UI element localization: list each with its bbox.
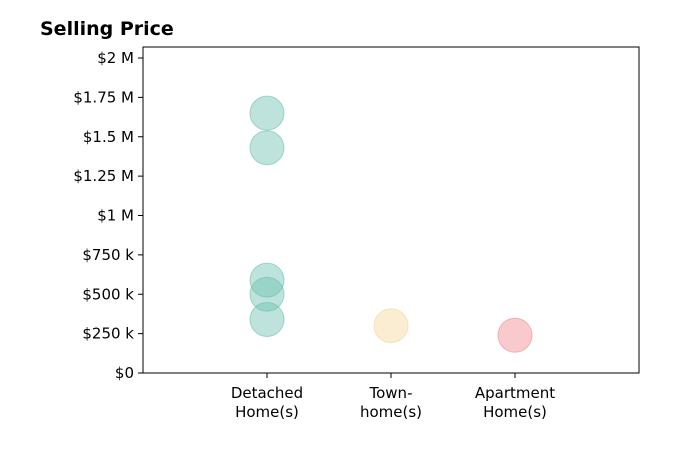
y-tick-label: $0 xyxy=(115,364,134,382)
point xyxy=(249,95,285,131)
y-tick-label: $1.75 M xyxy=(73,88,134,106)
point xyxy=(249,301,285,337)
y-tick-label: $500 k xyxy=(82,285,134,303)
point xyxy=(249,130,285,166)
x-tick-label: Town-home(s) xyxy=(360,384,422,421)
y-tick-label: $1.25 M xyxy=(73,167,134,185)
point xyxy=(497,317,533,353)
y-tick-label: $1.5 M xyxy=(83,128,134,146)
y-tick-label: $250 k xyxy=(82,325,134,343)
chart-title: Selling Price xyxy=(40,18,174,40)
point xyxy=(249,276,285,312)
y-tick-label: $1 M xyxy=(97,207,134,225)
y-tick-label: $750 k xyxy=(82,246,134,264)
y-tick-label: $2 M xyxy=(97,49,134,67)
x-tick-label: Apartment Home(s) xyxy=(475,384,555,421)
x-tick-label: Detached Home(s) xyxy=(231,384,303,421)
point xyxy=(373,308,409,344)
point xyxy=(249,262,285,298)
